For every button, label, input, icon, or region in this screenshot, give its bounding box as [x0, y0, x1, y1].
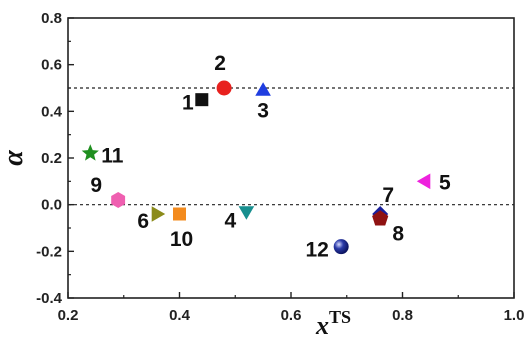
y-tick-label: -0.4 [36, 290, 63, 307]
point-3-marker [255, 82, 271, 96]
point-12-label: 12 [305, 239, 328, 262]
x-tick-label: 0.4 [169, 307, 191, 324]
point-11-marker [81, 144, 99, 161]
point-5-marker [416, 173, 431, 190]
tick-labels: 0.2 0.4 0.6 0.8 1.0 -0.4 -0.2 0.0 0.2 0.4 0.6 0.8 [36, 10, 524, 324]
point-4-marker [238, 206, 255, 220]
x-tick-label: 1.0 [504, 307, 525, 324]
plot-frame [67, 17, 515, 299]
x-tick-label: 0.8 [392, 307, 413, 324]
y-axis-title: α [0, 150, 29, 166]
y-tick-label: 0.8 [41, 10, 62, 27]
data-points [81, 80, 431, 255]
y-tick-label: 0.4 [41, 103, 63, 120]
point-7-label: 7 [382, 184, 394, 207]
point-8-label: 8 [392, 223, 404, 246]
x-tick-label: 0.2 [58, 307, 79, 324]
y-tick-label: -0.2 [36, 243, 62, 260]
axis-ticks [67, 17, 515, 299]
point-6-marker [151, 206, 166, 222]
point-1-marker [195, 93, 209, 107]
y-tick-label: 0.2 [41, 150, 62, 167]
x-axis-title: xTS [315, 307, 351, 340]
point-5-label: 5 [439, 171, 451, 194]
point-10-label: 10 [170, 228, 193, 251]
x-axis-title-main: x [315, 311, 329, 340]
point-2-label: 2 [214, 52, 226, 75]
y-tick-label: 0.6 [41, 57, 62, 74]
point-4-label: 4 [225, 210, 237, 233]
x-tick-label: 0.6 [281, 307, 302, 324]
point-11-label: 11 [101, 144, 124, 167]
x-axis-title-superscript: TS [329, 307, 351, 327]
point-12-marker [333, 239, 349, 255]
point-2-marker [216, 80, 232, 96]
point-9-marker [111, 192, 126, 208]
point-1-label: 1 [182, 92, 194, 115]
point-10-marker [173, 207, 186, 221]
point-8-marker [372, 210, 389, 226]
reference-lines [68, 87, 514, 206]
point-6-label: 6 [137, 210, 149, 233]
point-3-label: 3 [257, 99, 269, 122]
y-tick-label: 0.0 [41, 197, 62, 214]
point-9-label: 9 [90, 174, 102, 197]
